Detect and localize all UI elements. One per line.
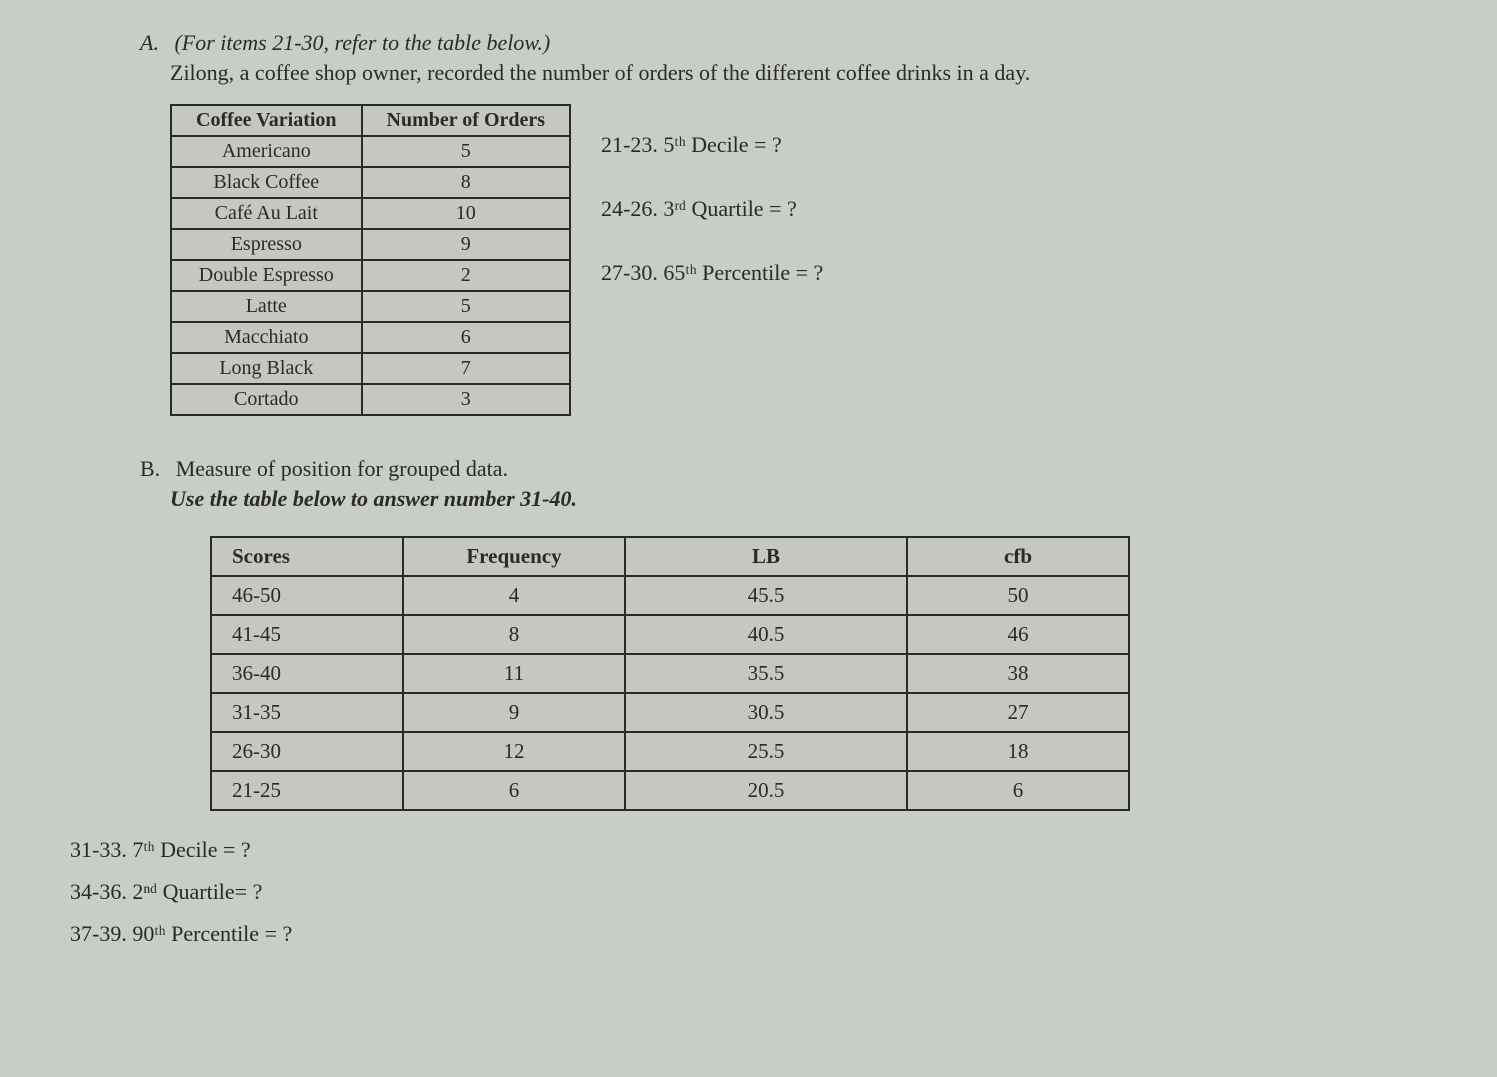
coffee-table: Coffee Variation Number of Orders Americ… xyxy=(170,104,571,416)
section-a-questions: 21-23. 5ᵗʰ Decile = ? 24-26. 3ʳᵈ Quartil… xyxy=(601,104,823,286)
cell-variation: Café Au Lait xyxy=(171,198,362,229)
question-31-33: 31-33. 7ᵗʰ Decile = ? xyxy=(70,837,1437,863)
section-a-desc: Zilong, a coffee shop owner, recorded th… xyxy=(170,60,1437,86)
table-row: 36-401135.538 xyxy=(211,654,1129,693)
cell-lb: 40.5 xyxy=(625,615,907,654)
cell-cfb: 38 xyxy=(907,654,1129,693)
cell-variation: Espresso xyxy=(171,229,362,260)
cell-variation: Americano xyxy=(171,136,362,167)
table-row: 26-301225.518 xyxy=(211,732,1129,771)
section-b-label: B. xyxy=(140,456,160,481)
table-header-row: Coffee Variation Number of Orders xyxy=(171,105,570,136)
cell-freq: 11 xyxy=(403,654,625,693)
cell-orders: 9 xyxy=(362,229,571,260)
cell-variation: Macchiato xyxy=(171,322,362,353)
cell-scores: 41-45 xyxy=(211,615,403,654)
table-row: Macchiato6 xyxy=(171,322,570,353)
col-header-cfb: cfb xyxy=(907,537,1129,576)
section-a-header: A. (For items 21-30, refer to the table … xyxy=(140,30,1437,56)
table-row: Latte5 xyxy=(171,291,570,322)
table-row: Long Black7 xyxy=(171,353,570,384)
cell-scores: 21-25 xyxy=(211,771,403,810)
cell-scores: 26-30 xyxy=(211,732,403,771)
col-header-lb: LB xyxy=(625,537,907,576)
cell-freq: 12 xyxy=(403,732,625,771)
col-header-variation: Coffee Variation xyxy=(171,105,362,136)
cell-scores: 46-50 xyxy=(211,576,403,615)
cell-orders: 5 xyxy=(362,291,571,322)
scores-table-body: 46-50445.550 41-45840.546 36-401135.538 … xyxy=(211,576,1129,810)
section-b-title: Measure of position for grouped data. xyxy=(176,456,508,481)
scores-table: Scores Frequency LB cfb 46-50445.550 41-… xyxy=(210,536,1130,811)
cell-freq: 6 xyxy=(403,771,625,810)
cell-cfb: 50 xyxy=(907,576,1129,615)
cell-scores: 36-40 xyxy=(211,654,403,693)
cell-orders: 2 xyxy=(362,260,571,291)
table-row: 21-25620.56 xyxy=(211,771,1129,810)
cell-orders: 6 xyxy=(362,322,571,353)
cell-orders: 10 xyxy=(362,198,571,229)
question-24-26: 24-26. 3ʳᵈ Quartile = ? xyxy=(601,196,823,222)
bottom-questions: 31-33. 7ᵗʰ Decile = ? 34-36. 2ⁿᵈ Quartil… xyxy=(70,837,1437,947)
cell-variation: Black Coffee xyxy=(171,167,362,198)
cell-orders: 3 xyxy=(362,384,571,415)
cell-lb: 35.5 xyxy=(625,654,907,693)
coffee-table-body: Americano5 Black Coffee8 Café Au Lait10 … xyxy=(171,136,570,415)
cell-variation: Latte xyxy=(171,291,362,322)
col-header-orders: Number of Orders xyxy=(362,105,571,136)
table-row: 46-50445.550 xyxy=(211,576,1129,615)
cell-lb: 30.5 xyxy=(625,693,907,732)
question-37-39: 37-39. 90ᵗʰ Percentile = ? xyxy=(70,921,1437,947)
section-a-label: A. xyxy=(140,30,159,55)
cell-lb: 20.5 xyxy=(625,771,907,810)
table-row: 31-35930.527 xyxy=(211,693,1129,732)
table-row: Americano5 xyxy=(171,136,570,167)
cell-lb: 45.5 xyxy=(625,576,907,615)
table-row: Cortado3 xyxy=(171,384,570,415)
cell-cfb: 18 xyxy=(907,732,1129,771)
cell-cfb: 27 xyxy=(907,693,1129,732)
table-row: 41-45840.546 xyxy=(211,615,1129,654)
cell-cfb: 46 xyxy=(907,615,1129,654)
cell-lb: 25.5 xyxy=(625,732,907,771)
table-header-row: Scores Frequency LB cfb xyxy=(211,537,1129,576)
col-header-frequency: Frequency xyxy=(403,537,625,576)
section-b: B. Measure of position for grouped data.… xyxy=(140,456,1437,811)
cell-freq: 9 xyxy=(403,693,625,732)
table-row: Espresso9 xyxy=(171,229,570,260)
cell-orders: 5 xyxy=(362,136,571,167)
section-b-header: B. Measure of position for grouped data. xyxy=(140,456,1437,482)
cell-orders: 7 xyxy=(362,353,571,384)
question-34-36: 34-36. 2ⁿᵈ Quartile= ? xyxy=(70,879,1437,905)
table-row: Double Espresso2 xyxy=(171,260,570,291)
question-27-30: 27-30. 65ᵗʰ Percentile = ? xyxy=(601,260,823,286)
section-b-subdesc: Use the table below to answer number 31-… xyxy=(170,486,1437,512)
table-row: Black Coffee8 xyxy=(171,167,570,198)
cell-variation: Long Black xyxy=(171,353,362,384)
cell-freq: 4 xyxy=(403,576,625,615)
section-a-reftext: (For items 21-30, refer to the table bel… xyxy=(174,30,550,55)
table-row: Café Au Lait10 xyxy=(171,198,570,229)
cell-variation: Cortado xyxy=(171,384,362,415)
col-header-scores: Scores xyxy=(211,537,403,576)
cell-variation: Double Espresso xyxy=(171,260,362,291)
cell-freq: 8 xyxy=(403,615,625,654)
question-21-23: 21-23. 5ᵗʰ Decile = ? xyxy=(601,132,823,158)
section-a-content-row: Coffee Variation Number of Orders Americ… xyxy=(140,104,1437,416)
cell-cfb: 6 xyxy=(907,771,1129,810)
cell-scores: 31-35 xyxy=(211,693,403,732)
cell-orders: 8 xyxy=(362,167,571,198)
section-a: A. (For items 21-30, refer to the table … xyxy=(140,30,1437,416)
